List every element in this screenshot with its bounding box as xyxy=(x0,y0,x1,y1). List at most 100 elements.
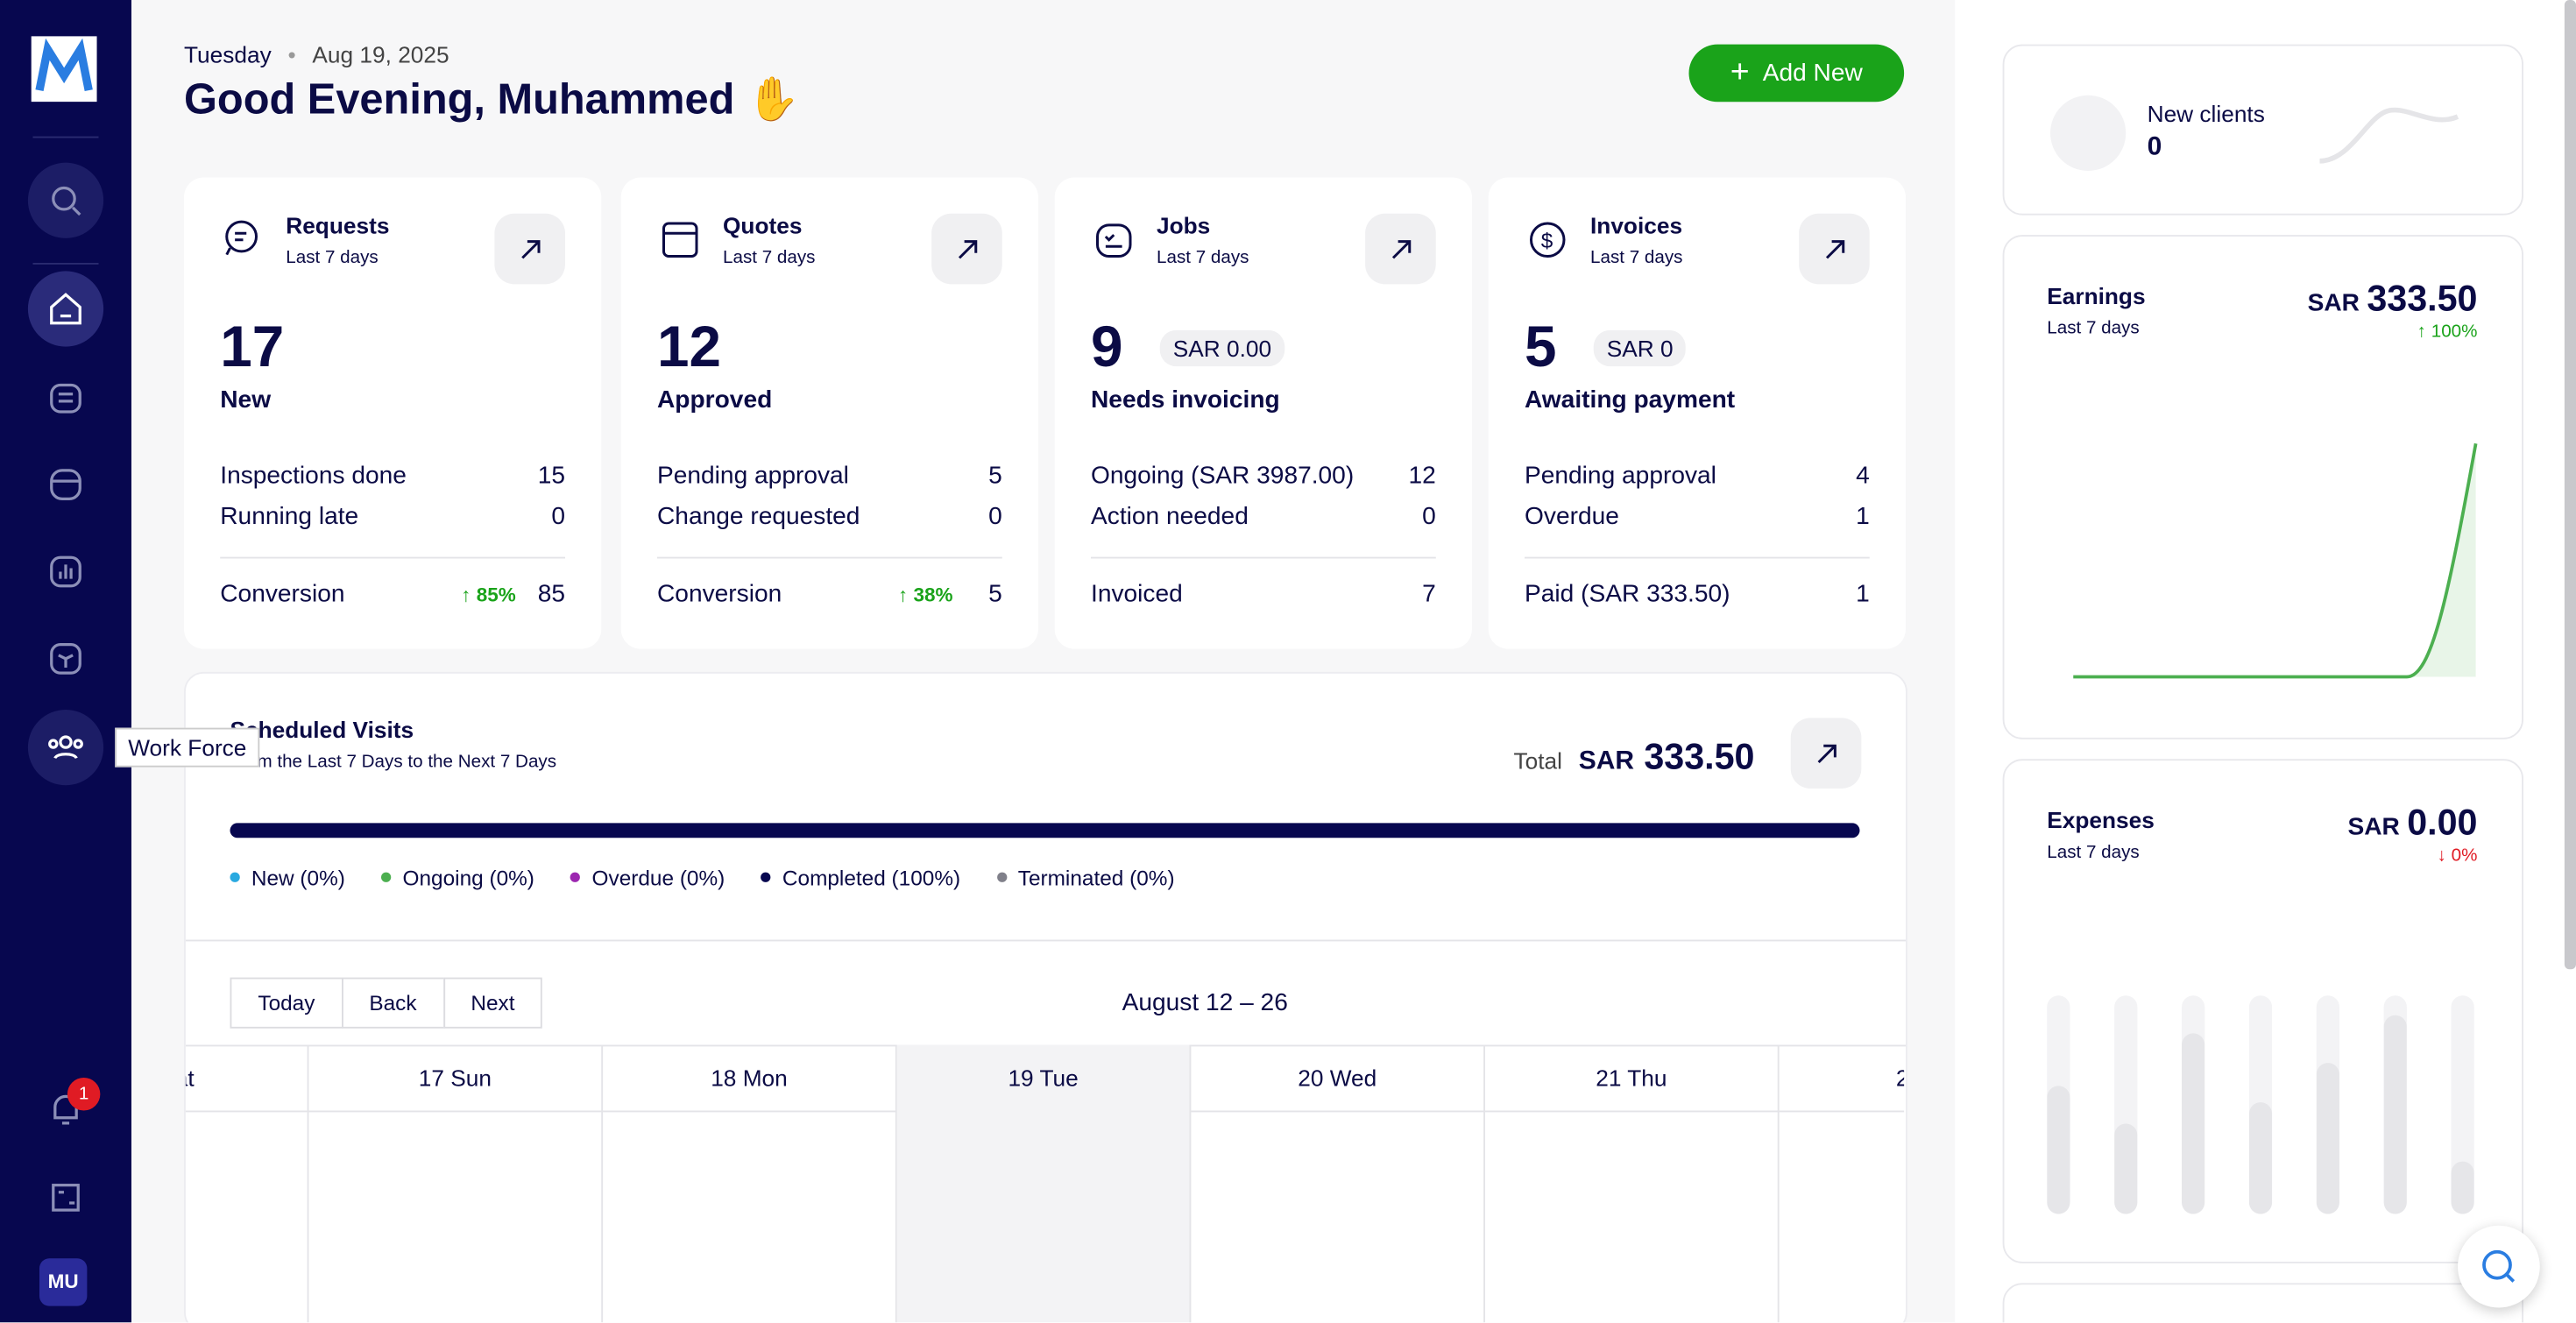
expenses-amount: SAR 0.00 xyxy=(2347,802,2477,845)
card-badge: SAR 0.00 xyxy=(1159,329,1285,367)
calendar-day: 19 Tue xyxy=(896,1044,1192,1113)
date-line: Tuesday • Aug 19, 2025 xyxy=(184,40,449,67)
add-new-button[interactable]: + Add New xyxy=(1688,44,1905,103)
legend-dot xyxy=(381,872,392,882)
card-icon: $ xyxy=(1530,222,1566,258)
summary-card: $ Invoices Last 7 days 5 SAR 0 Awaiting payme… xyxy=(1488,177,1906,649)
calendar-day: 22 Fri xyxy=(1779,1045,1905,1113)
card-label: Approved xyxy=(657,386,773,414)
quotes-nav[interactable] xyxy=(28,447,103,522)
workforce-nav[interactable] xyxy=(27,710,104,786)
legend-dot xyxy=(761,872,771,882)
greeting-text: Good Evening, Muhammed xyxy=(184,74,735,124)
footer-value: 1 xyxy=(1856,579,1870,608)
earnings-change: ↑ 100% xyxy=(2417,322,2478,343)
card-title: Invoices xyxy=(1590,211,1683,238)
legend-item: Completed (100%) xyxy=(761,865,960,889)
card-icon xyxy=(1096,223,1132,258)
card-period: Last 7 days xyxy=(1157,248,1249,268)
expenses-currency: SAR xyxy=(2347,813,2400,841)
card-open[interactable] xyxy=(931,213,1002,285)
chat-button[interactable] xyxy=(2458,1225,2540,1308)
jobs-nav[interactable] xyxy=(28,360,103,435)
row-value: 0 xyxy=(1422,502,1436,531)
legend-label: Overdue (0%) xyxy=(591,865,725,890)
tooltip: Work Force xyxy=(115,727,260,768)
footer-label: Paid (SAR 333.50) xyxy=(1525,579,1730,608)
products-nav[interactable] xyxy=(28,621,103,697)
row-label: Inspections done xyxy=(220,461,407,490)
earnings-currency: SAR xyxy=(2307,289,2360,317)
card-row: Pending approval 4 xyxy=(1525,462,1870,490)
new-clients-title: New clients xyxy=(2147,100,2265,127)
card-open[interactable] xyxy=(494,213,565,285)
card-open[interactable] xyxy=(1799,213,1870,285)
expenses-change: ↓ 0% xyxy=(2437,845,2478,867)
calendar-day: 16 Sat xyxy=(185,1044,309,1113)
language[interactable] xyxy=(28,1160,103,1235)
calendar-day: 20 Wed xyxy=(1191,1044,1485,1113)
expenses-value: 0.00 xyxy=(2407,802,2478,843)
row-label: Pending approval xyxy=(1525,461,1716,490)
card-badge: SAR 0 xyxy=(1593,329,1687,367)
calendar-column xyxy=(1191,1110,1485,1323)
calendar-column xyxy=(1780,1111,1905,1323)
expenses-title: Expenses xyxy=(2047,806,2155,833)
visits-open[interactable] xyxy=(1790,718,1862,789)
summary-card: Requests Last 7 days 17 New Inspections done… xyxy=(184,177,602,649)
earnings-amount: SAR 333.50 xyxy=(2308,278,2478,321)
calendar-column xyxy=(896,1110,1192,1323)
legend-item: New (0%) xyxy=(230,865,345,889)
row-value: 1 xyxy=(1856,502,1870,531)
footer-change: ↑ 38% xyxy=(897,583,953,606)
visits-subtitle: From the Last 7 Days to the Next 7 Days xyxy=(230,752,557,773)
card-open[interactable] xyxy=(1365,213,1436,285)
total-currency: SAR xyxy=(1578,747,1635,775)
calendar-range: August 12 – 26 xyxy=(1122,988,1288,1017)
card-period: Last 7 days xyxy=(1590,248,1683,268)
avatar[interactable]: MU xyxy=(39,1258,88,1306)
new-clients-card: New clients 0 xyxy=(2002,44,2523,216)
legend-dot xyxy=(570,872,581,882)
card-row: Overdue 1 xyxy=(1525,503,1870,531)
total-label: Total xyxy=(1513,747,1562,775)
separator xyxy=(220,556,565,559)
calendar-column xyxy=(309,1110,604,1323)
row-label: Running late xyxy=(220,502,359,531)
card-number: 9 xyxy=(1091,315,1123,380)
footer-label: Conversion xyxy=(220,579,345,608)
search[interactable] xyxy=(27,162,104,238)
card-row: Action needed 0 xyxy=(1091,503,1436,531)
expenses-period: Last 7 days xyxy=(2047,842,2140,863)
card-row: Inspections done 15 xyxy=(220,462,565,490)
card-row: Pending approval 5 xyxy=(657,462,1002,490)
earnings-card: Earnings Last 7 days SAR 333.50 ↑ 100% xyxy=(2002,235,2523,739)
calendar-button[interactable]: Next xyxy=(442,977,543,1029)
legend: New (0%) Ongoing (0%) Overdue (0%) Complete… xyxy=(230,861,1211,891)
legend-dot xyxy=(996,872,1007,882)
visits-title: Scheduled Visits xyxy=(230,716,414,743)
legend-label: Ongoing (0%) xyxy=(402,865,534,890)
card-period: Last 7 days xyxy=(723,248,816,268)
calendar-day: 21 Thu xyxy=(1485,1044,1780,1113)
notification-badge: 1 xyxy=(67,1078,101,1111)
card-number: 17 xyxy=(220,315,285,380)
greeting: Good Evening, Muhammed ✋ xyxy=(184,74,800,124)
svg-text:$: $ xyxy=(1541,230,1553,253)
row-value: 15 xyxy=(537,461,565,490)
calendar-day: 17 Sun xyxy=(308,1044,604,1113)
total-value: 333.50 xyxy=(1644,736,1755,777)
card-label: Needs invoicing xyxy=(1091,386,1280,414)
reports-nav[interactable] xyxy=(28,534,103,609)
sidebar: 1 MU xyxy=(0,0,131,1323)
row-label: Pending approval xyxy=(657,461,849,490)
card-footer: Conversion 5 xyxy=(657,580,1002,608)
legend-label: New (0%) xyxy=(251,865,345,890)
card-footer: Conversion 85 xyxy=(220,580,565,608)
row-label: Action needed xyxy=(1091,502,1249,531)
calendar-button[interactable]: Today xyxy=(230,977,343,1029)
home[interactable] xyxy=(27,271,104,347)
row-value: 0 xyxy=(551,502,565,531)
